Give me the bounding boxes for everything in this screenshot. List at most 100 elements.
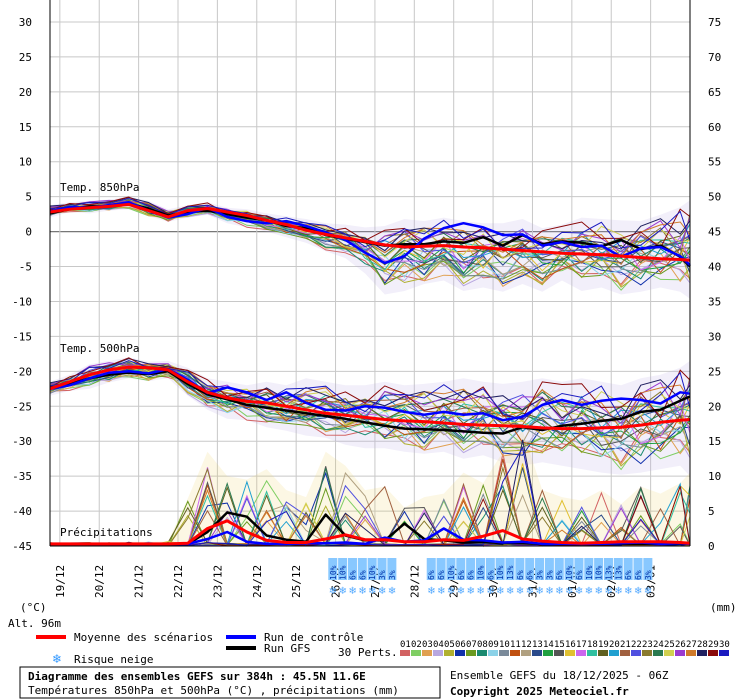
snowflake-icon: ❄ [329, 586, 337, 597]
legend-snow-label: Risque neige [74, 653, 153, 666]
perturbation-number: 11 [510, 640, 521, 650]
right-tick-label: 30 [708, 330, 721, 343]
x-tick-label: 28/12 [408, 565, 421, 598]
perturbation-number: 20 [609, 640, 620, 650]
main-series-lines [49, 201, 691, 546]
snow-risk-label: 6% [457, 570, 466, 580]
snowflake-icon: ❄ [595, 586, 603, 597]
snowflake-icon: ❄ [437, 586, 445, 597]
perturbation-number: 27 [686, 640, 697, 650]
perturbation-number: 25 [664, 640, 675, 650]
left-tick-label: 20 [19, 86, 32, 99]
snow-risk-label: 3% [545, 570, 554, 580]
snow-risk-bar [584, 558, 594, 580]
snow-risk-bar [456, 558, 466, 580]
perturbation-swatch [598, 650, 608, 656]
snow-risk-bar [485, 558, 495, 580]
right-tick-label: 50 [708, 191, 721, 204]
snowflake-icon: ❄ [52, 652, 62, 666]
snow-risk-label: 10% [595, 565, 604, 580]
left-tick-label: -20 [12, 365, 32, 378]
member-07-t500-line [49, 366, 691, 458]
right-tick-label: 60 [708, 121, 721, 134]
snow-risk-bar [367, 558, 377, 580]
panel-label-t500: Temp. 500hPa [60, 342, 139, 355]
snow-risk-bar [613, 558, 623, 580]
perturbation-number: 03 [422, 640, 433, 650]
snow-risk-label: 6% [555, 570, 564, 580]
snow-risk-label: 6% [348, 570, 357, 580]
snow-risk-label: 6% [516, 570, 525, 580]
perturbation-swatch [642, 650, 652, 656]
snow-risk-label: 6% [427, 570, 436, 580]
perturbation-swatch [422, 650, 432, 656]
left-tick-label: -15 [12, 330, 32, 343]
left-tick-label: 0 [25, 226, 32, 239]
perturbation-number: 23 [642, 640, 653, 650]
snow-risk-label: 6% [437, 570, 446, 580]
legend-mean-label: Moyenne des scénarios [74, 631, 213, 644]
snowflake-icon: ❄ [575, 586, 583, 597]
x-tick-label: 22/12 [172, 565, 185, 598]
panel-label-t850: Temp. 850hPa [60, 181, 139, 194]
panel-label-precip: Précipitations [60, 526, 153, 539]
perturbation-number: 24 [653, 640, 664, 650]
snow-risk-bar [544, 558, 554, 580]
perturbation-swatch [532, 650, 542, 656]
left-tick-label: -30 [12, 435, 32, 448]
title-box [19, 666, 441, 699]
run-info: Ensemble GEFS du 18/12/2025 - 06Z [450, 669, 669, 682]
x-tick-label: 20/12 [93, 565, 106, 598]
mean-t500-line [49, 365, 691, 431]
snow-risk-bar [505, 558, 515, 580]
snow-risk-label: 6% [526, 570, 535, 580]
snow-risk-bar [495, 558, 505, 580]
perturbation-swatch [697, 650, 707, 656]
right-tick-label: 10 [708, 470, 721, 483]
x-tick-label: 23/12 [211, 565, 224, 598]
perturbation-number: 13 [532, 640, 543, 650]
snowflake-icon: ❄ [644, 586, 652, 597]
snow-risk-label: 6% [467, 570, 476, 580]
perturbation-swatch [675, 650, 685, 656]
snow-risk-bar [623, 558, 633, 580]
perturbation-number: 30 [719, 640, 730, 650]
copyright: Copyright 2025 Meteociel.fr [450, 685, 629, 698]
snow-risk-bar [475, 558, 485, 580]
mean-precip-line [50, 519, 691, 546]
perturbation-swatch [411, 650, 421, 656]
legend-gfs-label: Run GFS [264, 642, 310, 655]
snow-risk-label: 10% [339, 565, 348, 580]
perturbation-number: 29 [708, 640, 719, 650]
snow-risk-bar [564, 558, 574, 580]
perturbation-swatch [521, 650, 531, 656]
right-tick-label: 20 [708, 400, 721, 413]
snow-risk-bar [357, 558, 367, 580]
snow-risk-bar [554, 558, 564, 580]
left-tick-label: -25 [12, 400, 32, 413]
perturbation-number: 21 [620, 640, 631, 650]
snowflake-icon: ❄ [476, 586, 484, 597]
perturbation-number: 05 [444, 640, 455, 650]
perturbation-legend: 01 02 03 04 05 06 07 08 09 10 11 12 13 14 15 16 17 18 19 20… [400, 640, 730, 656]
snow-risk-bar [574, 558, 584, 580]
perturbation-number: 02 [411, 640, 422, 650]
perturbation-number: 06 [455, 640, 466, 650]
right-tick-label: 0 [708, 540, 715, 553]
snow-risk-label: 3% [536, 570, 545, 580]
snow-risk-bar [515, 558, 525, 580]
snowflake-icon: ❄ [614, 586, 622, 597]
chart-title: Diagramme des ensembles GEFS sur 384h : … [28, 670, 366, 683]
perturbation-number: 12 [521, 640, 532, 650]
left-tick-label: -5 [19, 261, 32, 274]
snow-risk-bar [338, 558, 348, 580]
left-tick-label: -35 [12, 470, 32, 483]
left-tick-label: -45 [12, 540, 32, 553]
perturbation-number: 22 [631, 640, 642, 650]
snowflake-icon: ❄ [536, 586, 544, 597]
snowflake-icon: ❄ [585, 586, 593, 597]
snow-risk-bar [643, 558, 653, 580]
snow-risk-bar [594, 558, 604, 580]
perturbation-number: 10 [499, 640, 510, 650]
